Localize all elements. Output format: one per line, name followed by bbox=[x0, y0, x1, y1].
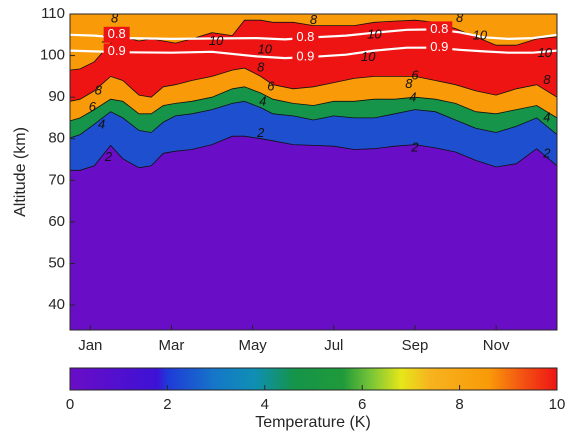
colorbar-tick-label: 10 bbox=[549, 396, 566, 413]
x-tick-label: Mar bbox=[159, 337, 185, 354]
contour-line-6 bbox=[70, 86, 557, 122]
overlay-label: 0.9 bbox=[296, 48, 314, 63]
contour-label: 2 bbox=[104, 149, 113, 164]
contour-label: 8 bbox=[405, 76, 413, 91]
contour-label: 4 bbox=[543, 109, 550, 124]
x-tick-label: May bbox=[238, 337, 267, 354]
contour-label: 6 bbox=[267, 79, 275, 94]
overlay-line-0.8 bbox=[70, 28, 557, 41]
contour-line-4 bbox=[70, 100, 557, 139]
overlay-label-bg bbox=[292, 29, 319, 46]
contour-label: 10 bbox=[367, 27, 382, 42]
band-below-2 bbox=[70, 136, 557, 330]
overlay-lines bbox=[70, 28, 557, 60]
contour-label: 8 bbox=[456, 10, 464, 25]
overlay-label: 0.9 bbox=[430, 39, 448, 54]
contour-label: 8 bbox=[95, 82, 103, 97]
contour-label: 8 bbox=[111, 10, 119, 25]
contour-lines bbox=[70, 19, 557, 171]
contour-label: 10 bbox=[361, 49, 376, 64]
overlay-label: 0.9 bbox=[108, 43, 126, 58]
colorbar-tick-label: 6 bbox=[358, 396, 366, 413]
contour-line-8 bbox=[70, 67, 557, 102]
y-tick-label: 40 bbox=[48, 296, 65, 313]
overlay-label: 0.8 bbox=[296, 29, 314, 44]
overlay-label: 0.8 bbox=[430, 21, 448, 36]
plot-area: 246810810246810810106842810108420.80.90.… bbox=[70, 10, 557, 330]
x-axis-ticks: Jan Mar May Jul Sep Nov bbox=[78, 325, 510, 354]
contour-line-2 bbox=[70, 135, 557, 171]
y-tick-label: 100 bbox=[40, 47, 65, 64]
colorbar-tick-label: 8 bbox=[455, 396, 463, 413]
overlay-label: 0.8 bbox=[108, 26, 126, 41]
contour-label: 8 bbox=[257, 59, 265, 74]
overlay-label-bg bbox=[426, 21, 453, 38]
y-axis-label: Altitude (km) bbox=[12, 127, 29, 217]
colorbar-tick-label: 0 bbox=[66, 396, 74, 413]
y-tick-label: 50 bbox=[48, 254, 65, 271]
colorbar-label: Temperature (K) bbox=[255, 414, 371, 431]
contour-label: 4 bbox=[98, 116, 105, 131]
contour-labels: 246810810246810810106842810108420.80.90.… bbox=[89, 10, 553, 164]
x-tick-label: Jul bbox=[324, 337, 343, 354]
contour-label: 4 bbox=[409, 89, 416, 104]
y-axis-ticks: 40 50 60 70 80 90 100 110 bbox=[40, 5, 75, 313]
y-tick-label: 60 bbox=[48, 213, 65, 230]
overlay-label-bg bbox=[103, 26, 130, 43]
contour-bands bbox=[70, 14, 557, 330]
contour-label: 10 bbox=[258, 42, 273, 57]
contour-label: 10 bbox=[473, 27, 488, 42]
y-tick-label: 110 bbox=[41, 5, 65, 22]
y-tick-label: 90 bbox=[48, 88, 65, 105]
y-tick-label: 80 bbox=[48, 130, 65, 147]
contour-label: 2 bbox=[256, 125, 265, 140]
colorbar-tick-label: 4 bbox=[261, 396, 269, 413]
colorbar-ticks: 0 2 4 6 8 10 bbox=[66, 385, 566, 413]
contour-line-10 bbox=[70, 19, 557, 71]
x-tick-label: Jan bbox=[78, 337, 102, 354]
plot-frame bbox=[69, 13, 558, 331]
colorbar-tick-label: 2 bbox=[163, 396, 171, 413]
contour-label: 8 bbox=[310, 12, 318, 27]
overlay-label-bg bbox=[292, 48, 319, 65]
y-tick-label: 70 bbox=[48, 171, 65, 188]
contour-label: 10 bbox=[538, 45, 553, 60]
overlay-label-bg bbox=[426, 39, 453, 56]
contour-label: 8 bbox=[543, 72, 551, 87]
x-tick-label: Nov bbox=[483, 337, 510, 354]
overlay-label-bg bbox=[103, 43, 130, 60]
colorbar: 0 2 4 6 8 10 Temperature (K) bbox=[66, 367, 566, 431]
overlay-line-0.9 bbox=[70, 46, 557, 60]
contour-label: 6 bbox=[89, 99, 97, 114]
colorbar-gradient bbox=[69, 367, 558, 391]
contour-label: 10 bbox=[209, 33, 224, 48]
contour-label: 2 bbox=[410, 139, 419, 154]
contour-label: 6 bbox=[411, 67, 419, 82]
contour-label: 2 bbox=[542, 146, 551, 161]
contour-label: 4 bbox=[259, 94, 266, 109]
x-tick-label: Sep bbox=[402, 337, 429, 354]
